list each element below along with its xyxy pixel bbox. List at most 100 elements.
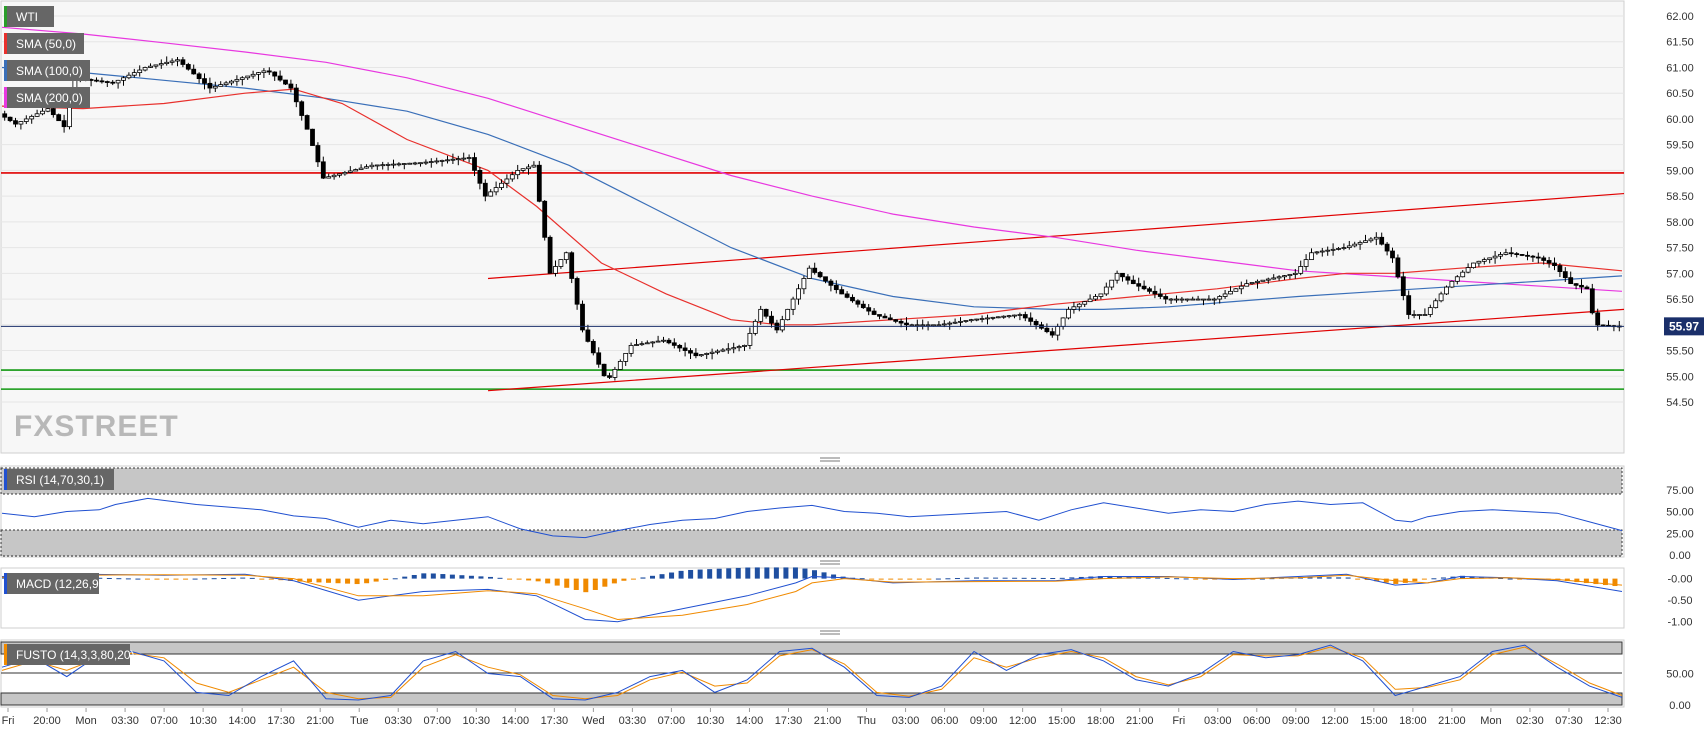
bear-candle (887, 317, 893, 321)
bull-candle (407, 162, 413, 165)
bear-candle (839, 289, 845, 295)
legend: WTI SMA (50,0) SMA (100,0) SMA (200,0) (4, 6, 90, 108)
time-tick-label: 10:30 (189, 715, 217, 727)
bear-candle (1136, 283, 1142, 287)
bear-candle (180, 59, 186, 65)
bull-candle (617, 360, 623, 370)
bull-candle (1325, 249, 1331, 252)
price-tick-label: 56.50 (1666, 294, 1694, 306)
bull-candle (1071, 306, 1077, 310)
time-axis: Fri 20:00 Mon 03:30 07:00 10:30 14:00 17:30 21:0… (2, 708, 1622, 727)
bull-candle (488, 191, 494, 197)
macd-histogram-bar (364, 578, 370, 584)
time-tick-label: 06:00 (1243, 715, 1271, 727)
bull-candle (1357, 242, 1363, 245)
macd-histogram-bar (754, 567, 760, 579)
macd-histogram-bar (831, 574, 837, 579)
candles (2, 56, 1622, 381)
bear-candle (828, 280, 834, 286)
bear-candle (1568, 277, 1574, 285)
macd-histogram-bar (1517, 578, 1523, 580)
bull-candle (175, 59, 180, 62)
bear-candle (477, 169, 483, 184)
macd-histogram-bar (259, 578, 265, 580)
price-panel[interactable] (0, 0, 1625, 454)
bear-candle (207, 82, 213, 89)
macd-histogram-bar (602, 578, 608, 587)
macd-histogram-bar (954, 578, 960, 580)
time-tick-label: 17:30 (541, 715, 569, 727)
macd-histogram-bar (411, 574, 417, 579)
bull-candle (331, 174, 337, 178)
bear-candle (547, 236, 553, 274)
macd-legend-box (4, 573, 99, 594)
bear-candle (99, 80, 105, 83)
macd-histogram-bar (1155, 577, 1161, 579)
macd-legend: MACD (12,26,9) (16, 577, 103, 591)
macd-histogram-bar (859, 578, 865, 580)
macd-histogram-bar (669, 572, 675, 579)
macd-histogram-bar (554, 578, 560, 586)
panel-splitter-3[interactable] (820, 630, 840, 635)
bull-candle (1314, 251, 1320, 254)
bear-candle (482, 182, 488, 197)
bull-candle (526, 166, 531, 170)
bull-candle (23, 118, 29, 122)
macd-histogram-bar (678, 570, 684, 579)
panel-splitter-2[interactable] (820, 560, 840, 565)
macd-histogram-bar (488, 576, 493, 579)
bear-candle (833, 284, 839, 291)
bull-candle (29, 115, 35, 120)
macd-histogram-bar (1374, 578, 1380, 582)
bull-candle (218, 84, 224, 87)
bear-candle (817, 272, 823, 278)
bear-candle (1579, 284, 1584, 288)
rsi-tick-label: 0.00 (1669, 550, 1690, 562)
macd-histogram-bar (945, 578, 951, 580)
bull-candle (1271, 277, 1277, 280)
bull-candle (1330, 248, 1336, 251)
macd-histogram-bar (240, 577, 246, 579)
bull-candle (1319, 250, 1325, 253)
rsi-tick-label: 75.00 (1666, 485, 1694, 497)
bear-candle (893, 319, 899, 322)
bull-candle (1001, 315, 1007, 318)
bear-candle (272, 71, 278, 77)
bear-candle (1589, 288, 1595, 314)
macd-histogram-bar (373, 578, 379, 582)
macd-histogram-bar (1317, 577, 1323, 579)
bear-candle (1600, 324, 1606, 327)
bear-candle (688, 350, 693, 354)
bull-candle (1449, 280, 1455, 288)
bull-candle (1103, 286, 1109, 295)
bull-candle (1492, 255, 1498, 259)
rsi-path (1, 497, 1623, 539)
macd-histogram-bar (1259, 578, 1265, 580)
macd-histogram-bar (630, 578, 636, 580)
bull-candle (1454, 276, 1460, 282)
bull-candle (121, 77, 126, 81)
macd-histogram-bar (1193, 578, 1199, 580)
sma200-legend-box (4, 87, 90, 108)
bear-candle (299, 101, 305, 116)
macd-histogram-bar (316, 578, 322, 583)
macd-histogram-bar (221, 577, 227, 579)
sma50-line (1, 88, 1623, 326)
macd-histogram-bar (202, 578, 208, 580)
panel-splitter-1[interactable] (820, 457, 840, 462)
bear-candle (823, 276, 828, 282)
bull-candle (796, 288, 801, 300)
macd-histogram-bar (802, 568, 808, 579)
macd-histogram-bar (1336, 577, 1342, 579)
bull-candle (337, 173, 342, 176)
bear-candle (1049, 331, 1055, 336)
bear-candle (769, 315, 774, 324)
bull-candle (1082, 301, 1088, 305)
bear-candle (288, 83, 294, 89)
sma100-legend: SMA (100,0) (16, 64, 83, 78)
bull-candle (434, 160, 440, 163)
bull-candle (1222, 293, 1228, 297)
bull-candle (1352, 243, 1358, 247)
